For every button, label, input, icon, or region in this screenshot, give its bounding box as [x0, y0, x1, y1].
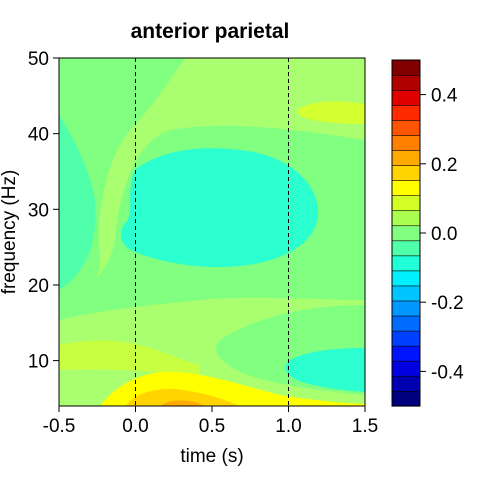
x-tick-label: -0.5 [43, 416, 76, 437]
x-tick-label: 0.5 [199, 416, 225, 437]
colorbar-swatch [392, 391, 420, 406]
colorbar-swatch [392, 256, 420, 271]
colorbar-swatch [392, 195, 420, 210]
x-axis: -0.5 0.0 0.5 1.0 1.5 [43, 406, 379, 437]
y-tick-label: 10 [28, 352, 49, 373]
colorbar-swatch [392, 165, 420, 180]
colorbar-tick-label: -0.2 [431, 293, 464, 314]
colorbar-swatch [392, 361, 420, 376]
colorbar-swatch [392, 90, 420, 105]
y-tick-label: 30 [28, 200, 49, 221]
colorbar-swatch [392, 60, 420, 75]
colorbar-tick-label: 0.2 [431, 155, 457, 176]
heatmap-plot-area [59, 58, 365, 406]
colorbar-swatch [392, 120, 420, 135]
chart-title: anterior parietal [131, 20, 290, 43]
y-tick-label: 20 [28, 276, 49, 297]
colorbar-swatch [392, 225, 420, 240]
y-tick-label: 50 [28, 49, 49, 70]
colorbar-swatch [392, 331, 420, 346]
colorbar-swatch [392, 241, 420, 256]
colorbar-swatch [392, 150, 420, 165]
colorbar-swatch [392, 376, 420, 391]
x-tick-label: 1.5 [352, 416, 378, 437]
y-axis: 10 20 30 40 50 [28, 49, 59, 373]
colorbar-tick-label: 0.4 [431, 86, 458, 107]
colorbar-swatch [392, 346, 420, 361]
colorbar-swatch [392, 180, 420, 195]
x-axis-label: time (s) [180, 446, 243, 467]
colorbar-swatch [392, 271, 420, 286]
colorbar-swatch [392, 301, 420, 316]
colorbar-tick-label: -0.4 [431, 362, 464, 383]
colorbar-swatch [392, 75, 420, 90]
colorbar-swatch [392, 135, 420, 150]
x-tick-label: 0.0 [122, 416, 148, 437]
colorbar-tick-label: 0.0 [431, 224, 457, 245]
colorbar: 0.4 0.2 0.0 -0.2 -0.4 [392, 60, 464, 406]
x-tick-label: 1.0 [275, 416, 301, 437]
colorbar-swatch [392, 316, 420, 331]
colorbar-swatch [392, 286, 420, 301]
colorbar-swatch [392, 210, 420, 225]
y-axis-label: frequency (Hz) [0, 170, 20, 295]
colorbar-swatch [392, 105, 420, 120]
y-tick-label: 40 [28, 125, 49, 146]
